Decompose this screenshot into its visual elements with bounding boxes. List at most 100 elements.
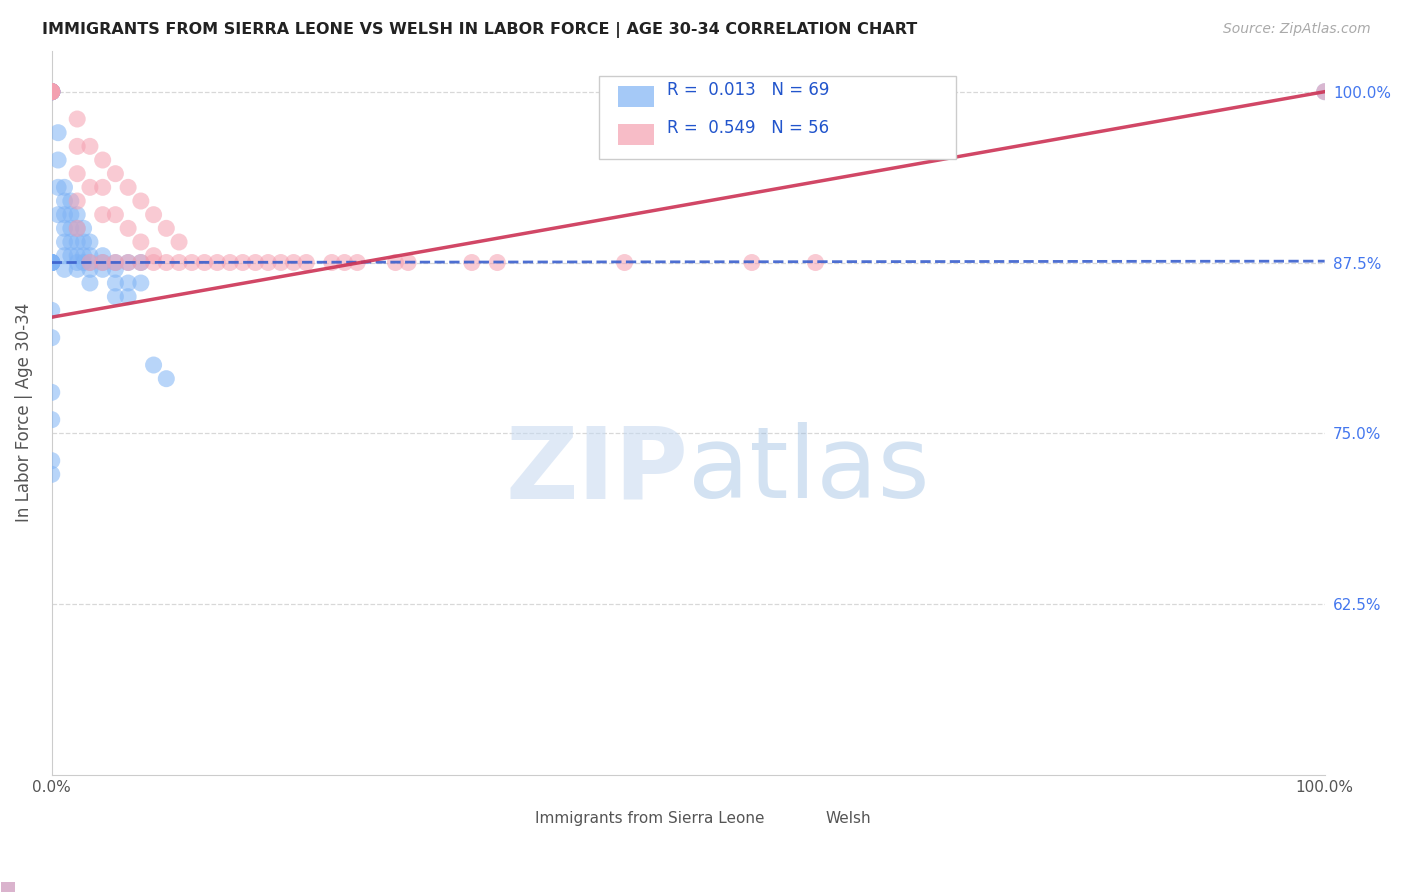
- Point: [155, 255, 177, 269]
- Point: [41, 412, 63, 426]
- Text: ZIP: ZIP: [505, 422, 688, 519]
- Point: [257, 255, 280, 269]
- Point: [41, 255, 63, 269]
- Point: [117, 255, 139, 269]
- Point: [53, 235, 76, 249]
- FancyBboxPatch shape: [599, 76, 956, 160]
- Point: [66, 194, 89, 208]
- Point: [41, 85, 63, 99]
- Point: [41, 331, 63, 345]
- Point: [104, 208, 127, 222]
- Point: [66, 112, 89, 126]
- Point: [207, 255, 229, 269]
- Point: [142, 358, 165, 372]
- Point: [167, 235, 190, 249]
- Point: [41, 85, 63, 99]
- Point: [79, 276, 101, 290]
- Point: [79, 249, 101, 263]
- Point: [486, 255, 509, 269]
- Point: [72, 255, 94, 269]
- Point: [104, 167, 127, 181]
- Point: [72, 235, 94, 249]
- Point: [129, 235, 152, 249]
- Point: [79, 255, 101, 269]
- Point: [384, 255, 406, 269]
- Point: [117, 221, 139, 235]
- Point: [66, 167, 89, 181]
- Point: [91, 249, 114, 263]
- Point: [53, 249, 76, 263]
- Point: [66, 262, 89, 277]
- Point: [41, 255, 63, 269]
- Point: [53, 221, 76, 235]
- Point: [104, 276, 127, 290]
- Point: [232, 255, 254, 269]
- Text: IMMIGRANTS FROM SIERRA LEONE VS WELSH IN LABOR FORCE | AGE 30-34 CORRELATION CHA: IMMIGRANTS FROM SIERRA LEONE VS WELSH IN…: [42, 22, 918, 38]
- Point: [41, 85, 63, 99]
- Point: [193, 255, 215, 269]
- Point: [104, 255, 127, 269]
- Point: [346, 255, 368, 269]
- Point: [91, 262, 114, 277]
- Point: [59, 221, 82, 235]
- Point: [41, 255, 63, 269]
- Point: [53, 262, 76, 277]
- Point: [41, 255, 63, 269]
- Text: R =  0.013   N = 69: R = 0.013 N = 69: [666, 81, 830, 99]
- Text: R =  0.549   N = 56: R = 0.549 N = 56: [666, 120, 828, 137]
- Point: [41, 85, 63, 99]
- Point: [167, 255, 190, 269]
- Point: [117, 290, 139, 304]
- Point: [66, 221, 89, 235]
- Point: [79, 235, 101, 249]
- Point: [41, 85, 63, 99]
- Point: [41, 255, 63, 269]
- Point: [396, 255, 419, 269]
- Point: [91, 180, 114, 194]
- Point: [41, 85, 63, 99]
- Point: [79, 255, 101, 269]
- Point: [46, 153, 69, 167]
- Point: [41, 453, 63, 467]
- Point: [41, 255, 63, 269]
- Point: [41, 85, 63, 99]
- Point: [142, 249, 165, 263]
- Point: [53, 180, 76, 194]
- Point: [72, 221, 94, 235]
- Point: [142, 208, 165, 222]
- Point: [66, 235, 89, 249]
- Point: [41, 85, 63, 99]
- Point: [41, 385, 63, 400]
- Point: [79, 262, 101, 277]
- Point: [1313, 85, 1336, 99]
- Point: [72, 249, 94, 263]
- Point: [180, 255, 202, 269]
- Point: [245, 255, 267, 269]
- Legend: Immigrants from Sierra Leone, Welsh: Immigrants from Sierra Leone, Welsh: [499, 805, 877, 832]
- Point: [91, 153, 114, 167]
- Point: [41, 85, 63, 99]
- Point: [79, 180, 101, 194]
- Point: [41, 85, 63, 99]
- Point: [41, 255, 63, 269]
- Point: [59, 194, 82, 208]
- Point: [66, 249, 89, 263]
- Point: [91, 255, 114, 269]
- Point: [741, 255, 763, 269]
- Point: [129, 255, 152, 269]
- Point: [53, 194, 76, 208]
- Point: [41, 85, 63, 99]
- Point: [41, 467, 63, 482]
- Text: atlas: atlas: [688, 422, 929, 519]
- Point: [91, 208, 114, 222]
- Point: [461, 255, 484, 269]
- Point: [79, 139, 101, 153]
- Point: [53, 208, 76, 222]
- Point: [91, 255, 114, 269]
- Point: [41, 303, 63, 318]
- Point: [804, 255, 827, 269]
- Point: [117, 255, 139, 269]
- Text: Source: ZipAtlas.com: Source: ZipAtlas.com: [1223, 22, 1371, 37]
- Point: [41, 85, 63, 99]
- Point: [104, 255, 127, 269]
